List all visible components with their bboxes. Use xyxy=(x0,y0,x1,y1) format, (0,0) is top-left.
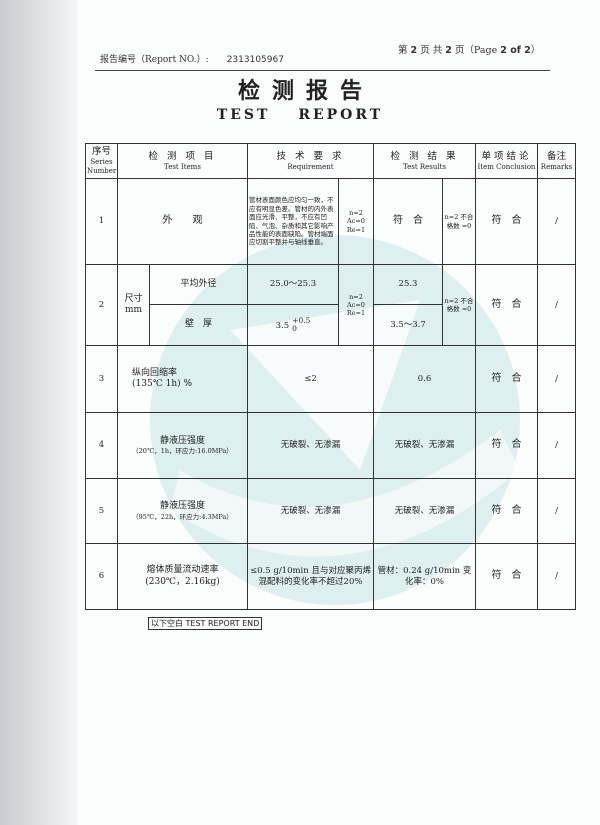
report-body: 序号 Series Number 检 测 项 目 Test Items 技 术 要 … xyxy=(85,143,576,630)
table-row: 6 熔体质量流动速率 (230℃，2.16kg) ≤0.5 g/10min 且与对… xyxy=(85,543,576,610)
row-number: 4 xyxy=(85,412,118,479)
title-en: TEST REPORT xyxy=(216,107,384,123)
table-row: 3 纵向回缩率 (135℃ 1h) % ≤2 0.6 符 合 / xyxy=(85,345,576,413)
result-sampling: n=2 不合格数 =0 xyxy=(442,264,476,346)
header-items: 检 测 项 目 Test Items xyxy=(117,143,248,179)
row-number: 2 xyxy=(85,264,118,346)
page-indicator: 第 2 页 共 2 页（Page 2 of 2） xyxy=(398,44,540,57)
remarks: / xyxy=(537,543,576,610)
header-rule xyxy=(95,70,550,71)
test-item-group: 尺寸 mm xyxy=(117,264,150,346)
table-row: 5 静液压强度 （95℃，22h，环应力:4.3MPa） 无破裂、无渗漏 无破裂、… xyxy=(85,478,576,544)
header-conclusion: 单项结论 Item Conclusion xyxy=(475,143,538,179)
remarks: / xyxy=(537,478,576,544)
item-conclusion: 符 合 xyxy=(475,543,538,610)
row-number: 6 xyxy=(85,543,118,610)
report-number-label: 报告编号（Report NO.）: xyxy=(100,55,209,65)
sub-item: 平均外径 xyxy=(149,264,248,305)
table-row: 4 静液压强度 （20℃，1h，环应力:16.0MPa） 无破裂、无渗漏 无破裂、… xyxy=(85,412,576,479)
page-current: 2 xyxy=(410,45,418,56)
report-number-value: 2313105967 xyxy=(226,55,284,65)
requirement: 3.5 +0.5 0 xyxy=(247,304,339,346)
test-result: 0.6 xyxy=(373,345,476,413)
test-result: 3.5～3.7 xyxy=(373,304,443,346)
table-row: 2 尺寸 mm 平均外径 25.0～25.3 n=2 Ac=0 Re=1 25.… xyxy=(85,264,576,346)
test-item: 外 观 xyxy=(117,178,248,265)
scan-edge-shadow xyxy=(0,0,78,825)
requirement: 无破裂、无渗漏 xyxy=(247,478,374,544)
page-prefix: 第 xyxy=(398,45,408,56)
test-result: 无破裂、无渗漏 xyxy=(373,412,476,479)
requirement-sampling: n=2 Ac=0 Re=1 xyxy=(338,178,374,265)
header-row: 序号 Series Number 检 测 项 目 Test Items 技 术 要 … xyxy=(85,143,576,179)
test-item: 纵向回缩率 (135℃ 1h) % xyxy=(117,345,248,413)
header-requirement: 技 术 要 求 Requirement xyxy=(247,143,374,179)
row-number: 5 xyxy=(85,478,118,544)
remarks: / xyxy=(537,412,576,479)
test-result: 25.3 xyxy=(373,264,443,305)
end-note: 以下空白 TEST REPORT END xyxy=(148,617,263,630)
page-suffix: 页（Page xyxy=(454,45,498,56)
test-result: 无破裂、无渗漏 xyxy=(373,478,476,544)
table-row: 壁 厚 3.5 +0.5 0 3.5～3.7 xyxy=(86,304,576,346)
requirement: 管材表面颜色应均匀一致，不应有明显色差。管材的内外表面应光滑、平整，不应有凹陷、… xyxy=(247,178,339,265)
page-close: ） xyxy=(530,45,541,56)
report-number: 报告编号（Report NO.）: 2313105967 xyxy=(100,54,284,66)
page-total: 2 xyxy=(445,45,452,56)
requirement: ≤0.5 g/10min 且与对应聚丙烯混配料的变化率不超过20% xyxy=(247,543,374,610)
header-remarks: 备注 Remarks xyxy=(537,143,576,179)
page-en: 2 of 2 xyxy=(500,45,531,56)
result-sampling: n=2 不合格数 =0 xyxy=(442,178,476,265)
test-item: 熔体质量流动速率 (230℃，2.16kg) xyxy=(117,543,248,610)
remarks: / xyxy=(537,345,576,413)
table-row: 1 外 观 管材表面颜色应均匀一致，不应有明显色差。管材的内外表面应光滑、平整，… xyxy=(85,178,576,265)
requirement-sampling: n=2 Ac=0 Re=1 xyxy=(338,264,374,346)
test-item: 静液压强度 （95℃，22h，环应力:4.3MPa） xyxy=(117,478,248,544)
row-number: 1 xyxy=(85,178,118,265)
header-seq: 序号 Series Number xyxy=(85,143,118,179)
sub-item: 壁 厚 xyxy=(149,304,248,346)
test-results-table: 序号 Series Number 检 测 项 目 Test Items 技 术 要 … xyxy=(85,143,576,610)
remarks: / xyxy=(537,178,576,265)
remarks: / xyxy=(537,264,576,346)
row-number: 3 xyxy=(85,345,118,413)
requirement: ≤2 xyxy=(247,345,374,413)
page-mid: 页 共 xyxy=(420,45,443,56)
requirement: 无破裂、无渗漏 xyxy=(247,412,374,479)
test-item: 静液压强度 （20℃，1h，环应力:16.0MPa） xyxy=(117,412,248,479)
item-conclusion: 符 合 xyxy=(475,264,538,346)
title-cn: 检测报告 xyxy=(237,78,374,104)
header-results: 检 测 结 果 Test Results xyxy=(373,143,476,179)
test-result: 符 合 xyxy=(373,178,443,265)
item-conclusion: 符 合 xyxy=(475,412,538,479)
item-conclusion: 符 合 xyxy=(475,478,538,544)
test-result: 管材：0.24 g/10min 变化率：0% xyxy=(373,543,476,610)
item-conclusion: 符 合 xyxy=(475,345,538,413)
requirement: 25.0～25.3 xyxy=(247,264,339,305)
item-conclusion: 符 合 xyxy=(475,178,538,265)
